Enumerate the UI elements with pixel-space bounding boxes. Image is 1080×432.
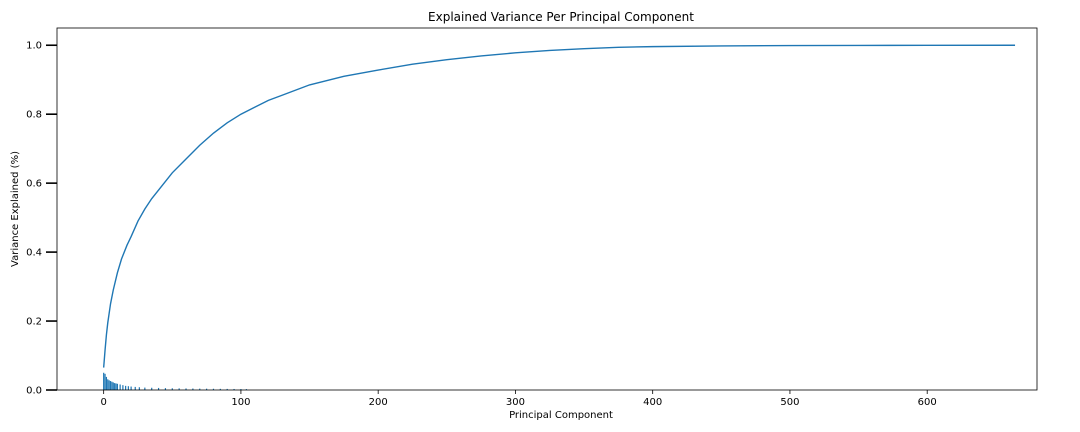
bar-pc-104 xyxy=(245,389,248,390)
y-tick-label-0.6: 0.6 xyxy=(26,179,42,190)
bar-pc-16 xyxy=(125,385,127,390)
bar-pc-2 xyxy=(105,376,108,390)
bar-pc-18 xyxy=(127,386,129,390)
bar-pc-4 xyxy=(108,380,110,390)
bar-pc-50 xyxy=(171,388,173,390)
bar-pc-45 xyxy=(164,388,167,390)
plot-frame xyxy=(56,27,1038,391)
y-tick-label-0.8: 0.8 xyxy=(26,110,42,121)
bar-pc-90 xyxy=(226,388,228,390)
x-tick-label-300: 300 xyxy=(506,397,525,408)
x-tick-label-0: 0 xyxy=(100,397,106,408)
x-tick-label-500: 500 xyxy=(780,397,799,408)
bars-layer xyxy=(103,372,248,390)
y-tick-label-0.2: 0.2 xyxy=(26,317,42,328)
chart-title: Explained Variance Per Principal Compone… xyxy=(428,10,694,24)
bar-pc-6 xyxy=(111,381,113,390)
bar-pc-55 xyxy=(178,388,180,390)
bar-pc-80 xyxy=(212,388,215,390)
bar-pc-12 xyxy=(119,384,121,390)
bar-pc-8 xyxy=(114,383,116,390)
x-tick-label-200: 200 xyxy=(369,397,388,408)
bar-pc-70 xyxy=(199,388,201,390)
bar-pc-65 xyxy=(192,388,194,390)
y-tick-label-1: 1.0 xyxy=(26,41,42,52)
bar-pc-26 xyxy=(138,387,140,390)
bar-pc-35 xyxy=(151,387,153,390)
bar-pc-85 xyxy=(219,388,221,390)
bar-pc-75 xyxy=(206,388,208,390)
bar-pc-95 xyxy=(233,388,235,390)
bar-pc-3 xyxy=(107,379,109,390)
x-tick-label-600: 600 xyxy=(918,397,937,408)
x-tick-label-100: 100 xyxy=(231,397,250,408)
bar-pc-60 xyxy=(185,388,187,390)
bar-pc-10 xyxy=(116,383,118,390)
y-tick-label-0: 0.0 xyxy=(26,386,42,397)
bar-pc-7 xyxy=(112,382,114,390)
y-tick-label-0.4: 0.4 xyxy=(26,248,42,259)
y-axis-label: Variance Explained (%) xyxy=(10,151,21,267)
cumulative-variance-line xyxy=(102,44,1016,368)
x-axis-ticks: 0 100 200 300 400 500 600 xyxy=(100,390,937,408)
bar-pc-23 xyxy=(134,386,136,390)
bar-pc-40 xyxy=(157,387,160,390)
bar-pc-100 xyxy=(240,389,242,390)
bar-pc-9 xyxy=(115,383,117,390)
bar-pc-20 xyxy=(130,386,132,390)
y-axis-ticks: 0.0 0.2 0.4 0.6 0.8 1.0 xyxy=(26,41,57,397)
bar-pc-14 xyxy=(122,385,124,390)
bar-pc-0 xyxy=(103,372,105,390)
x-tick-label-400: 400 xyxy=(643,397,662,408)
bar-pc-1 xyxy=(104,373,106,390)
bar-pc-5 xyxy=(109,381,112,390)
bar-pc-30 xyxy=(144,387,146,390)
x-axis-label: Principal Component xyxy=(509,410,613,421)
